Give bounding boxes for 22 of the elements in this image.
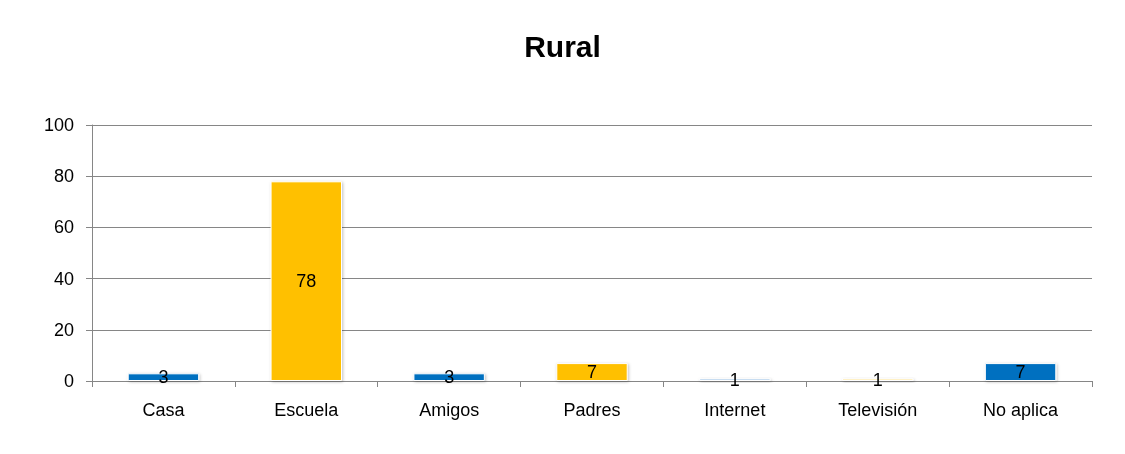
data-label: 78 xyxy=(296,271,317,292)
x-tick-label: Internet xyxy=(704,400,766,420)
y-tick-label: 40 xyxy=(53,268,74,289)
data-label: 7 xyxy=(1015,362,1026,383)
x-tick-label: Televisión xyxy=(838,400,918,420)
x-tick-label: Padres xyxy=(563,400,621,420)
bar xyxy=(556,363,628,381)
y-tick-label: 100 xyxy=(43,115,74,135)
y-tick-label: 80 xyxy=(53,166,74,187)
bar xyxy=(270,181,342,381)
x-tick-label: Casa xyxy=(142,400,186,420)
bar xyxy=(984,363,1057,381)
data-label: 1 xyxy=(729,369,740,390)
data-label: 1 xyxy=(872,369,883,390)
x-tick-label: Amigos xyxy=(419,400,480,420)
y-tick-label: 0 xyxy=(63,371,74,391)
x-tick-label: Escuela xyxy=(274,400,340,420)
chart-title: Rural xyxy=(524,29,601,63)
x-tick-label: No aplica xyxy=(983,400,1060,420)
y-tick-label: 60 xyxy=(53,217,74,238)
data-label: 7 xyxy=(586,362,598,383)
y-tick-label: 20 xyxy=(53,319,74,340)
